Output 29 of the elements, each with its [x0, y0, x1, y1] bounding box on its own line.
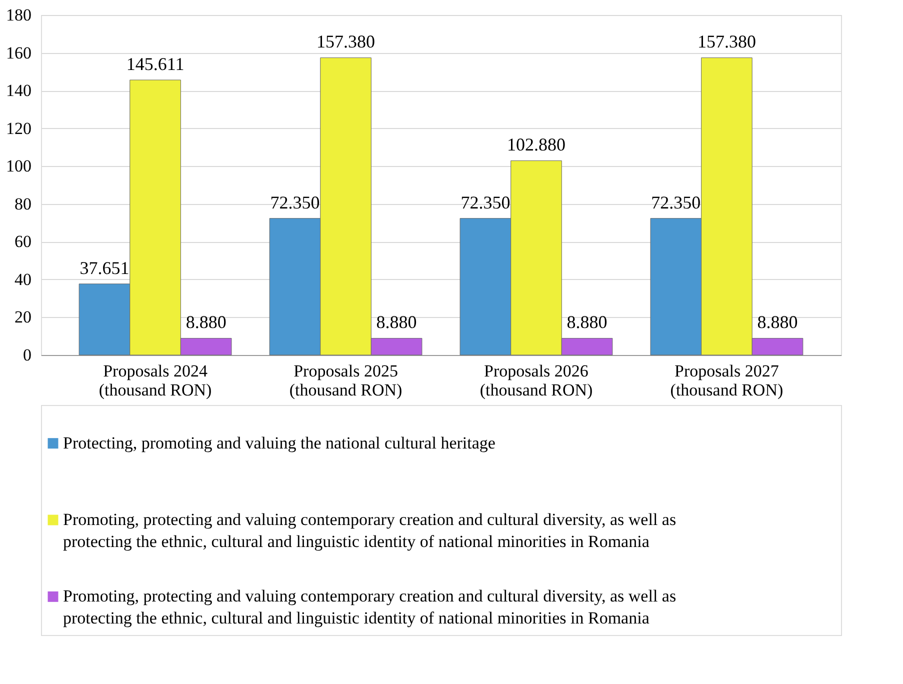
data-label: 37.651 [80, 258, 130, 278]
x-tick-label: Proposals 2025 (thousand RON) [289, 362, 402, 400]
y-tick-label: 100 [6, 156, 32, 176]
y-tick-label: 160 [6, 43, 32, 62]
y-tick-label: 140 [6, 81, 32, 100]
legend-label: Promoting, protecting and valuing contemporary creation and cultural diversity, as well as protecting the ethnic, cultural and linguistic identity of national minorities in Romania [63, 586, 676, 628]
x-tick-label: Proposals 2026 (thousand RON) [480, 362, 593, 400]
data-label: 8.880 [376, 312, 417, 332]
x-tick-label: Proposals 2027 (thousand RON) [670, 362, 784, 400]
data-label: 8.880 [757, 312, 798, 332]
data-label: 157.380 [316, 32, 376, 52]
y-tick-label: 120 [6, 118, 32, 138]
data-label: 72.350 [460, 192, 510, 212]
y-tick-label: 60 [14, 232, 32, 252]
y-tick-label: 80 [14, 194, 32, 214]
data-label: 8.880 [186, 312, 226, 332]
y-tick-label: 180 [6, 6, 32, 24]
data-label: 72.350 [270, 192, 320, 212]
y-tick-label: 0 [23, 346, 32, 364]
legend-label: Protecting, promoting and valuing the national cultural heritage [63, 433, 496, 452]
y-tick-label: 40 [14, 270, 32, 289]
data-label: 72.350 [651, 192, 701, 212]
data-label: 145.611 [126, 54, 184, 74]
legend-label: Promoting, protecting and valuing contemporary creation and cultural diversity, as well as protecting the ethnic, cultural and linguistic identity of national minorities in Romania [63, 510, 676, 551]
x-tick-label: Proposals 2024 (thousand RON) [98, 362, 212, 400]
data-label: 8.880 [566, 312, 608, 332]
y-tick-label: 20 [14, 308, 32, 327]
data-label: 102.880 [506, 134, 566, 155]
data-label: 157.380 [697, 32, 756, 52]
